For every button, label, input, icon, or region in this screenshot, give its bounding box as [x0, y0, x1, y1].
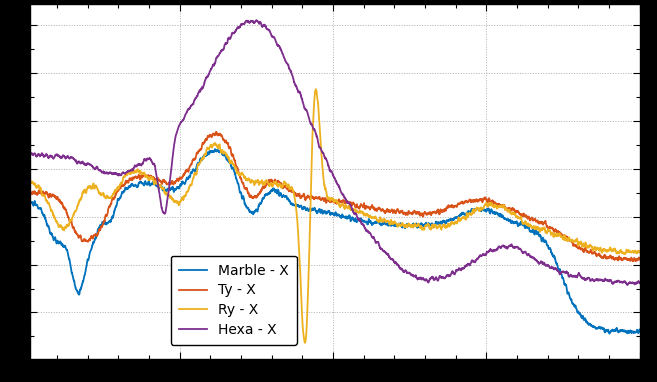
Ty - X: [260, 186, 267, 190]
Marble - X: [26, 200, 34, 205]
Legend: Marble - X, Ty - X, Ry - X, Hexa - X: Marble - X, Ty - X, Ry - X, Hexa - X: [171, 256, 297, 345]
Hexa - X: [623, 283, 631, 287]
Hexa - X: [558, 269, 566, 274]
Line: Ry - X: Ry - X: [30, 89, 640, 343]
Ty - X: [636, 257, 644, 262]
Ty - X: [26, 190, 34, 194]
Ry - X: [26, 180, 34, 185]
Ty - X: [558, 234, 566, 238]
Marble - X: [558, 275, 566, 280]
Hexa - X: [636, 281, 644, 285]
Ry - X: [131, 169, 139, 174]
Hexa - X: [260, 23, 267, 27]
Marble - X: [624, 329, 632, 334]
Hexa - X: [95, 168, 103, 173]
Ty - X: [631, 259, 639, 264]
Marble - X: [211, 147, 219, 151]
Ty - X: [624, 258, 632, 262]
Ry - X: [286, 187, 294, 191]
Hexa - X: [286, 68, 294, 72]
Ty - X: [286, 188, 294, 193]
Marble - X: [95, 226, 103, 231]
Ry - X: [624, 249, 632, 254]
Ry - X: [558, 235, 566, 240]
Ry - X: [260, 181, 267, 186]
Hexa - X: [253, 18, 261, 23]
Ry - X: [312, 87, 320, 92]
Hexa - X: [26, 153, 34, 158]
Marble - X: [131, 182, 139, 187]
Marble - X: [286, 200, 294, 204]
Marble - X: [636, 327, 644, 332]
Hexa - X: [131, 164, 139, 168]
Line: Ty - X: Ty - X: [30, 132, 640, 261]
Marble - X: [606, 331, 614, 336]
Ty - X: [131, 175, 139, 179]
Line: Hexa - X: Hexa - X: [30, 20, 640, 285]
Ry - X: [301, 340, 309, 345]
Marble - X: [260, 196, 267, 200]
Hexa - X: [624, 282, 632, 286]
Line: Marble - X: Marble - X: [30, 149, 640, 333]
Ry - X: [95, 191, 103, 195]
Ty - X: [212, 130, 220, 134]
Ty - X: [95, 228, 103, 233]
Ry - X: [636, 249, 644, 254]
